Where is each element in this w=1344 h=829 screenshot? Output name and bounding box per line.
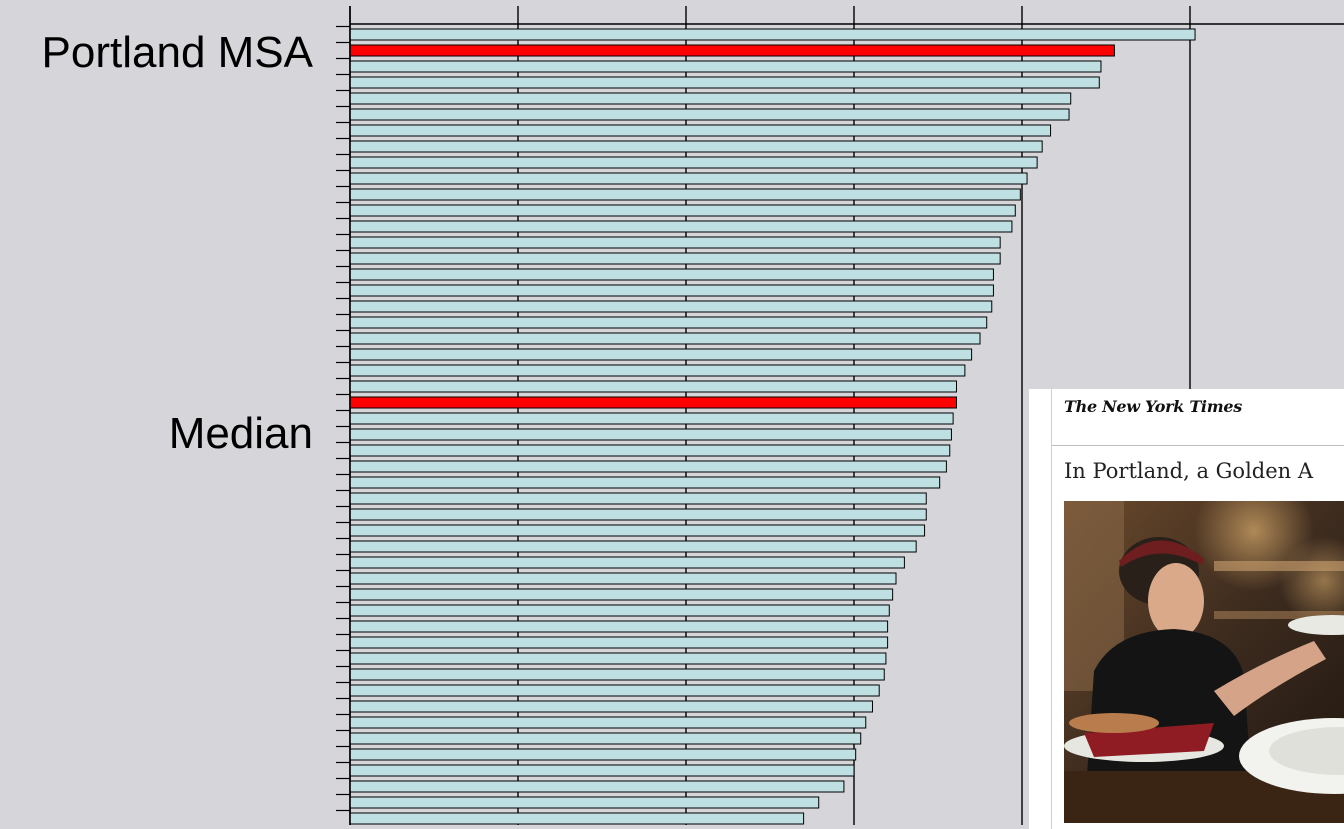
bar-24 xyxy=(349,412,954,425)
bar-36 xyxy=(349,604,890,617)
bar-46 xyxy=(349,764,855,777)
bar-37 xyxy=(349,620,889,633)
bar-45 xyxy=(349,748,857,761)
bar-11 xyxy=(349,204,1016,217)
bar-18 xyxy=(349,316,988,329)
bar-highlight-1 xyxy=(349,44,1115,57)
bar-26 xyxy=(349,444,951,457)
bar-15 xyxy=(349,268,994,281)
restaurant-photo xyxy=(1064,501,1344,823)
bar-34 xyxy=(349,572,897,585)
chart-axis xyxy=(336,6,351,825)
median-label: Median xyxy=(169,409,313,458)
bar-39 xyxy=(349,652,887,665)
bar-32 xyxy=(349,540,917,553)
bar-9 xyxy=(349,172,1028,185)
restaurant-photo-illustration xyxy=(1064,501,1344,823)
bar-6 xyxy=(349,124,1052,137)
bar-28 xyxy=(349,476,941,489)
bar-5 xyxy=(349,108,1070,121)
bar-41 xyxy=(349,684,880,697)
nyt-article-inset: The New York Times In Portland, a Golden… xyxy=(1029,389,1344,829)
bar-35 xyxy=(349,588,894,601)
bar-42 xyxy=(349,700,873,713)
bar-14 xyxy=(349,252,1001,265)
bar-12 xyxy=(349,220,1013,233)
masthead-divider xyxy=(1052,445,1344,446)
nyt-masthead: The New York Times xyxy=(1064,397,1242,416)
bar-25 xyxy=(349,428,952,441)
bar-22 xyxy=(349,380,957,393)
bar-47 xyxy=(349,780,845,793)
bar-48 xyxy=(349,796,820,809)
bar-38 xyxy=(349,636,889,649)
bar-4 xyxy=(349,92,1072,105)
bar-19 xyxy=(349,332,981,345)
bar-31 xyxy=(349,524,926,537)
bar-16 xyxy=(349,284,994,297)
bar-44 xyxy=(349,732,862,745)
article-headline: In Portland, a Golden A xyxy=(1064,459,1314,483)
bar-20 xyxy=(349,348,973,361)
bar-7 xyxy=(349,140,1043,153)
portland-msa-label: Portland MSA xyxy=(42,28,314,77)
bar-0 xyxy=(349,28,1196,41)
bar-29 xyxy=(349,492,927,505)
bar-43 xyxy=(349,716,867,729)
bar-49 xyxy=(349,812,805,825)
bar-17 xyxy=(349,300,993,313)
bar-10 xyxy=(349,188,1021,201)
bar-highlight-23 xyxy=(349,396,957,409)
bar-40 xyxy=(349,668,885,681)
bar-3 xyxy=(349,76,1100,89)
bar-30 xyxy=(349,508,927,521)
bar-8 xyxy=(349,156,1038,169)
bar-27 xyxy=(349,460,947,473)
bar-2 xyxy=(349,60,1102,73)
bar-33 xyxy=(349,556,905,569)
bar-13 xyxy=(349,236,1001,249)
bar-21 xyxy=(349,364,966,377)
